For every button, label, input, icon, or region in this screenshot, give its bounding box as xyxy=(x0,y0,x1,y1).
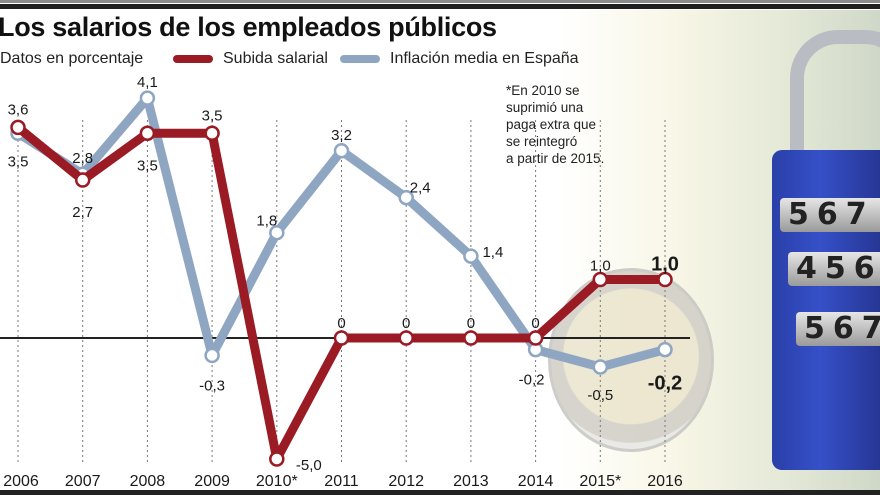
data-label: 1,4 xyxy=(482,244,503,261)
x-tick-label: 2012 xyxy=(388,473,424,490)
x-tick-label: 2011 xyxy=(324,473,359,490)
x-tick-label: 2016 xyxy=(647,473,683,490)
x-tick-label: 2009 xyxy=(194,473,230,490)
data-point xyxy=(204,347,220,364)
x-tick-label: 2015* xyxy=(579,473,621,490)
legend-item-inflacion: Inflación media en España xyxy=(340,50,579,68)
data-point xyxy=(657,271,673,288)
footnote: *En 2010 se suprimió una paga extra que … xyxy=(506,82,604,167)
x-tick-label: 2013 xyxy=(453,473,489,490)
footnote-line: a partir de 2015. xyxy=(506,151,605,166)
x-tick-label: 2007 xyxy=(65,473,101,490)
legend-swatch xyxy=(340,55,380,63)
data-label: -0,3 xyxy=(199,377,225,394)
data-point xyxy=(527,330,544,346)
data-label: 3,6 xyxy=(8,101,29,118)
data-label: 1,0 xyxy=(590,258,611,275)
padlock-dial: 567 xyxy=(780,198,880,232)
data-point xyxy=(269,224,285,241)
data-point xyxy=(204,125,220,141)
data-label: -0,2 xyxy=(519,372,545,389)
data-point xyxy=(463,248,479,264)
footnote-line: *En 2010 se xyxy=(506,83,580,98)
data-label: 1,0 xyxy=(651,254,679,276)
data-label: 0 xyxy=(531,315,539,332)
x-tick-label: 2006 xyxy=(3,473,39,490)
data-label: 0 xyxy=(402,315,410,332)
data-label: 3,5 xyxy=(202,107,223,124)
data-label: -5,0 xyxy=(296,457,322,474)
data-point xyxy=(333,143,350,159)
data-point xyxy=(398,189,414,206)
data-point xyxy=(657,341,673,358)
data-label: -0,5 xyxy=(587,387,613,404)
bottom-rule xyxy=(0,490,880,495)
data-label: 3,2 xyxy=(331,127,352,144)
data-label: 3,5 xyxy=(8,153,29,170)
footnote-line: paga extra que xyxy=(506,117,597,132)
data-point xyxy=(269,451,285,467)
footnote-line: se reintegró xyxy=(506,134,578,149)
data-label: 4,1 xyxy=(137,74,158,91)
data-label: 1,8 xyxy=(256,213,277,230)
x-tick-label: 2010* xyxy=(256,473,298,490)
data-point xyxy=(139,125,156,141)
data-point xyxy=(592,359,609,375)
legend-label: Inflación media en España xyxy=(390,50,579,67)
data-point xyxy=(74,172,91,188)
data-point xyxy=(139,90,156,106)
chart-subtitle: Datos en porcentaje xyxy=(0,50,144,67)
padlock-dial: 456 xyxy=(788,252,880,286)
data-point xyxy=(333,330,350,346)
padlock-dial: 567 xyxy=(796,312,880,346)
data-point xyxy=(463,330,479,346)
legend-item-subida-salarial: Subida salarial xyxy=(173,50,328,68)
legend-label: Subida salarial xyxy=(223,50,328,67)
series-line-subida-salarial xyxy=(15,123,665,464)
data-label: 3,5 xyxy=(137,157,158,174)
data-label: 2,4 xyxy=(410,180,431,197)
data-point xyxy=(592,271,609,288)
data-label: -0,2 xyxy=(648,373,682,395)
data-label: 2,7 xyxy=(72,204,93,221)
data-point xyxy=(398,330,414,346)
legend-swatch xyxy=(173,55,213,63)
chart-title: Los salarios de los empleados públicos xyxy=(0,12,497,42)
data-label: 0 xyxy=(337,315,345,332)
data-label: 0 xyxy=(467,315,475,332)
x-tick-label: 2014 xyxy=(518,473,554,490)
footnote-line: suprimió una xyxy=(506,100,584,115)
x-tick-label: 2008 xyxy=(130,473,166,490)
data-point xyxy=(10,119,26,136)
top-rule xyxy=(0,0,880,10)
data-label: 2,8 xyxy=(72,150,93,167)
